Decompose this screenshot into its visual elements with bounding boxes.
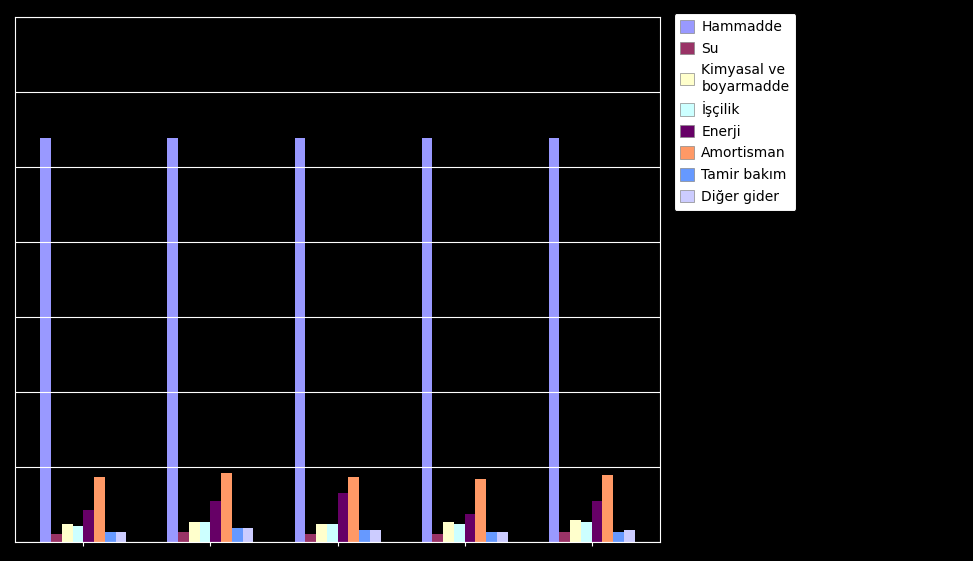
Bar — [199, 522, 210, 542]
Bar — [465, 513, 476, 542]
Bar — [359, 530, 370, 542]
Bar — [570, 519, 581, 542]
Bar — [443, 522, 453, 542]
Bar — [624, 530, 634, 542]
Bar — [327, 523, 338, 542]
Bar — [559, 532, 570, 542]
Bar — [52, 534, 62, 542]
Bar — [105, 532, 116, 542]
Bar — [370, 530, 380, 542]
Bar — [232, 528, 242, 542]
Bar — [316, 523, 327, 542]
Bar — [295, 138, 306, 542]
Bar — [116, 532, 126, 542]
Bar — [189, 522, 199, 542]
Bar — [73, 526, 84, 542]
Bar — [84, 509, 94, 542]
Legend: Hammadde, Su, Kimyasal ve
boyarmadde, İşçilik, Enerji, Amortisman, Tamir bakım, : Hammadde, Su, Kimyasal ve boyarmadde, İş… — [673, 13, 796, 210]
Bar — [592, 502, 602, 542]
Bar — [486, 532, 497, 542]
Bar — [497, 532, 508, 542]
Bar — [62, 523, 73, 542]
Bar — [178, 532, 189, 542]
Bar — [453, 523, 465, 542]
Bar — [167, 138, 178, 542]
Bar — [94, 477, 105, 542]
Bar — [549, 138, 559, 542]
Bar — [421, 138, 432, 542]
Bar — [613, 532, 624, 542]
Bar — [348, 477, 359, 542]
Bar — [210, 502, 221, 542]
Bar — [221, 473, 232, 542]
Bar — [581, 522, 592, 542]
Bar — [242, 528, 254, 542]
Bar — [476, 479, 486, 542]
Bar — [306, 534, 316, 542]
Bar — [602, 475, 613, 542]
Bar — [338, 493, 348, 542]
Bar — [432, 534, 443, 542]
Bar — [41, 138, 52, 542]
